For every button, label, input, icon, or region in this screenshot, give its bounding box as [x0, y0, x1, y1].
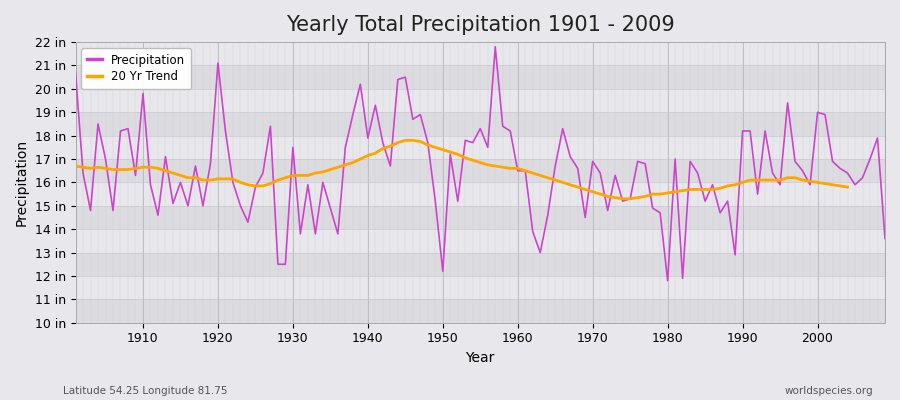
Bar [76, 206, 885, 229]
Title: Yearly Total Precipitation 1901 - 2009: Yearly Total Precipitation 1901 - 2009 [286, 15, 675, 35]
Precipitation [295, 232, 306, 236]
Bar [76, 66, 885, 89]
20 Yr Trend [842, 185, 853, 190]
20 Yr Trend [93, 165, 104, 170]
Precipitation [70, 70, 81, 75]
Bar [76, 276, 885, 299]
20 Yr Trend [295, 173, 306, 178]
Precipitation [662, 278, 673, 283]
Bar [76, 159, 885, 182]
Bar [76, 89, 885, 112]
Bar [76, 229, 885, 252]
Bar [76, 252, 885, 276]
Line: 20 Yr Trend: 20 Yr Trend [76, 140, 848, 199]
Line: Precipitation: Precipitation [76, 47, 885, 281]
Text: worldspecies.org: worldspecies.org [785, 386, 873, 396]
20 Yr Trend [265, 181, 275, 186]
20 Yr Trend [827, 182, 838, 187]
Precipitation [879, 236, 890, 241]
Precipitation [610, 173, 621, 178]
Precipitation [512, 168, 523, 173]
20 Yr Trend [789, 175, 800, 180]
20 Yr Trend [617, 196, 628, 201]
20 Yr Trend [400, 138, 410, 143]
Precipitation [130, 173, 141, 178]
Bar [76, 136, 885, 159]
Precipitation [490, 44, 500, 49]
Y-axis label: Precipitation: Precipitation [15, 139, 29, 226]
Bar [76, 182, 885, 206]
Precipitation [340, 145, 351, 150]
Bar [76, 112, 885, 136]
X-axis label: Year: Year [465, 351, 495, 365]
20 Yr Trend [70, 164, 81, 168]
Legend: Precipitation, 20 Yr Trend: Precipitation, 20 Yr Trend [81, 48, 191, 89]
Precipitation [520, 168, 531, 173]
Text: Latitude 54.25 Longitude 81.75: Latitude 54.25 Longitude 81.75 [63, 386, 228, 396]
20 Yr Trend [460, 156, 471, 160]
Bar [76, 42, 885, 66]
Bar [76, 299, 885, 323]
